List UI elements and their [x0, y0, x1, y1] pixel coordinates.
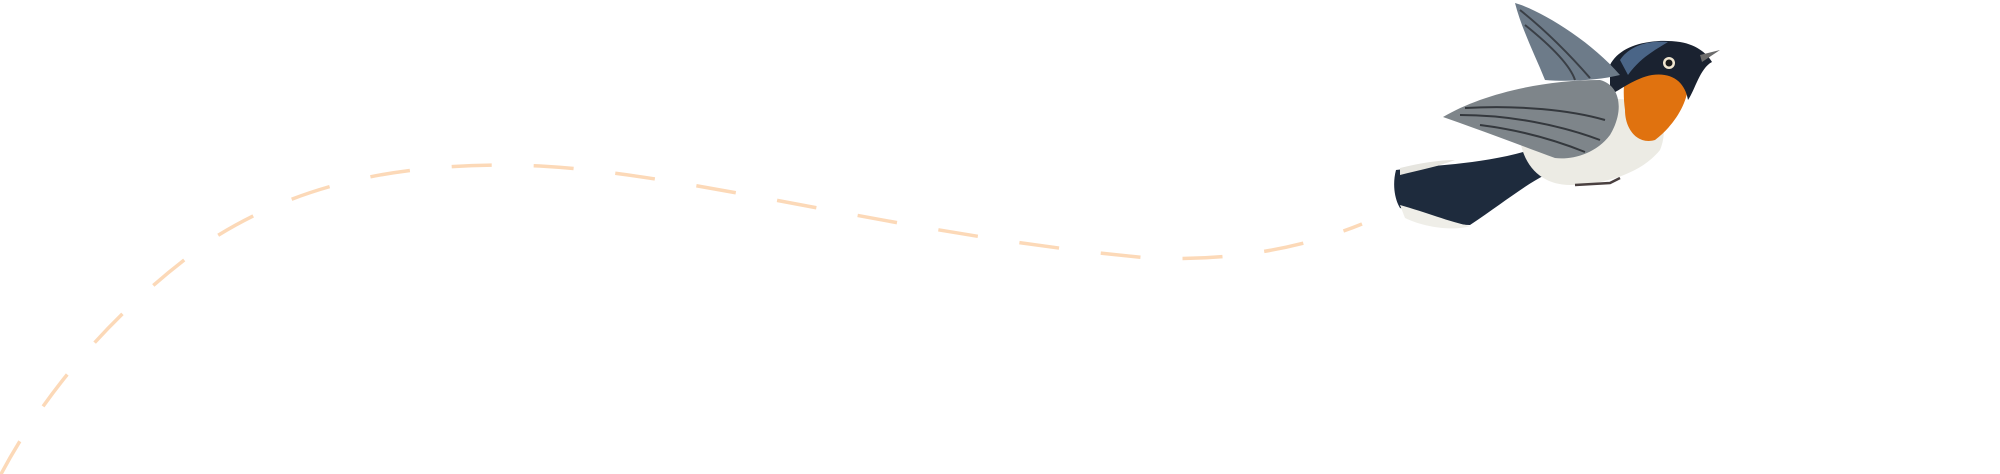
- bird-flying-icon: [1394, 3, 1720, 229]
- dashed-flight-path: [0, 163, 1363, 474]
